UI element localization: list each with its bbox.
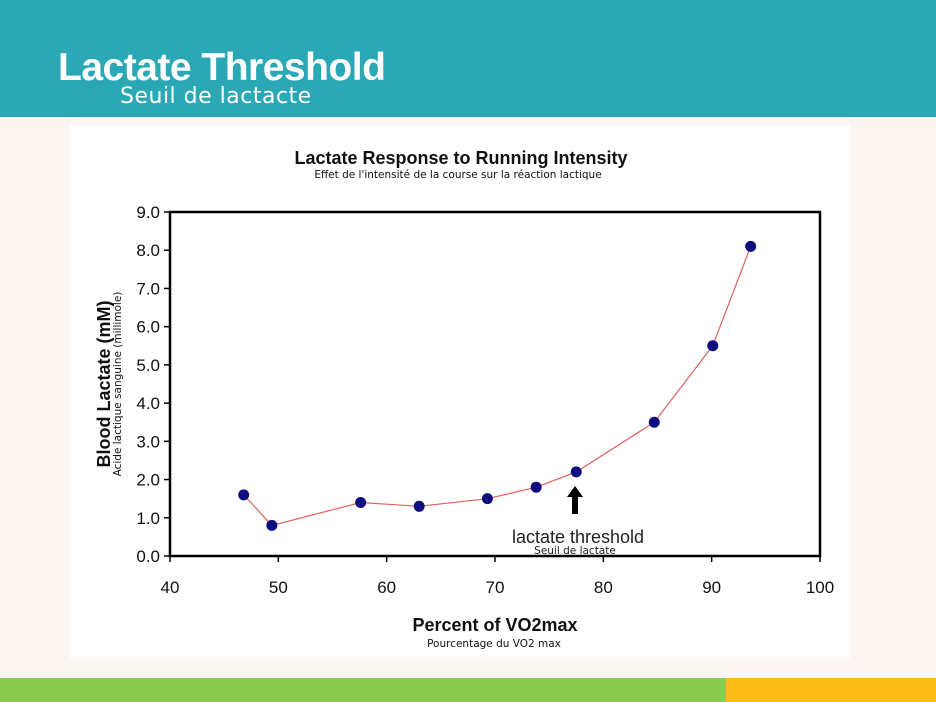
data-point: [355, 496, 367, 508]
title-banner: [0, 0, 936, 117]
y-tick-label: 6.0: [136, 318, 160, 337]
x-tick-label: 100: [806, 578, 834, 597]
data-point: [266, 519, 278, 531]
y-tick-labels: 0.0 1.0 2.0 3.0 4.0 5.0 6.0 7.0 8.0 9.0: [136, 203, 160, 566]
threshold-label-translation: Seuil de lactate: [534, 545, 616, 557]
footer-bar-green: [0, 678, 726, 702]
plot-frame: [168, 210, 822, 558]
axis-ticks: [164, 211, 821, 562]
series-line: [243, 246, 752, 527]
y-tick-label: 7.0: [136, 279, 160, 298]
data-point: [530, 481, 542, 493]
x-tick-label: 70: [486, 578, 505, 597]
y-tick-label: 9.0: [136, 203, 160, 222]
data-points: [238, 240, 757, 531]
y-axis-label-translation: Acide lactique sanguine (millimole): [112, 292, 124, 477]
data-point: [648, 416, 660, 428]
data-point: [707, 340, 719, 352]
x-tick-label: 80: [594, 578, 613, 597]
x-tick-label: 90: [702, 578, 721, 597]
data-point: [413, 500, 425, 512]
y-tick-label: 4.0: [136, 394, 160, 413]
x-axis-label: Percent of VO2max: [412, 615, 577, 635]
slide-title: Lactate Threshold: [58, 46, 386, 89]
y-tick-label: 8.0: [136, 241, 160, 260]
y-tick-label: 1.0: [136, 509, 160, 528]
threshold-label: lactate threshold: [512, 527, 644, 547]
x-tick-label: 60: [377, 578, 396, 597]
data-point: [238, 489, 250, 501]
data-point: [745, 240, 757, 252]
y-axis-label: Blood Lactate (mM): [94, 300, 114, 467]
chart-panel: [70, 125, 850, 658]
data-point: [570, 466, 582, 478]
slide-subtitle: Seuil de lactacte: [120, 84, 312, 109]
data-point: [481, 493, 493, 505]
y-tick-label: 2.0: [136, 471, 160, 490]
threshold-arrow-icon: [567, 486, 583, 514]
x-tick-labels: 40 50 60 70 80 90 100: [161, 578, 835, 597]
x-axis-label-translation: Pourcentage du VO2 max: [427, 638, 561, 650]
y-tick-label: 0.0: [136, 547, 160, 566]
y-tick-label: 5.0: [136, 356, 160, 375]
x-tick-label: 50: [269, 578, 288, 597]
chart-title-translation: Effet de l'intensité de la course sur la…: [314, 169, 601, 181]
footer-bar-yellow: [726, 678, 936, 702]
y-tick-label: 3.0: [136, 432, 160, 451]
x-tick-label: 40: [161, 578, 180, 597]
chart-title: Lactate Response to Running Intensity: [294, 148, 627, 168]
